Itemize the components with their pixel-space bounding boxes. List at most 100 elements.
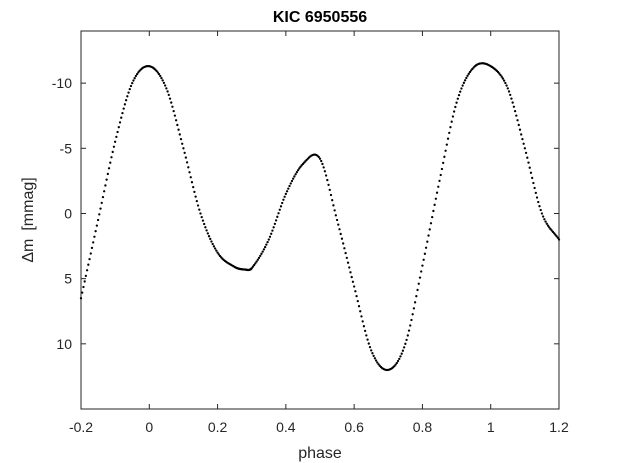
data-point xyxy=(199,212,202,215)
data-point xyxy=(134,74,138,78)
data-point xyxy=(339,232,342,236)
data-point xyxy=(288,184,291,188)
data-point xyxy=(506,87,509,90)
data-point xyxy=(283,195,286,198)
data-point xyxy=(368,346,372,349)
data-point xyxy=(532,181,535,185)
data-point xyxy=(406,334,409,337)
data-point xyxy=(434,197,437,200)
data-point xyxy=(350,275,353,279)
data-point xyxy=(294,173,297,176)
data-point xyxy=(85,269,89,272)
data-point xyxy=(209,237,212,241)
data-point xyxy=(176,123,179,127)
data-point xyxy=(531,176,534,180)
data-point xyxy=(256,258,259,261)
data-point xyxy=(363,329,367,333)
data-point xyxy=(340,237,344,240)
chart-title: KIC 6950556 xyxy=(273,9,367,26)
data-point xyxy=(189,176,192,179)
data-point xyxy=(115,135,118,139)
data-point xyxy=(416,288,419,292)
data-point xyxy=(132,79,135,82)
data-point xyxy=(84,274,88,278)
data-point xyxy=(374,359,378,362)
data-point xyxy=(289,182,292,185)
data-point xyxy=(81,291,84,294)
data-point xyxy=(285,190,289,193)
data-point xyxy=(526,156,529,159)
data-point xyxy=(263,245,267,249)
data-point xyxy=(423,252,427,255)
data-point xyxy=(539,208,542,212)
data-points xyxy=(79,62,561,372)
data-point xyxy=(106,172,109,176)
data-point xyxy=(95,224,98,227)
data-point xyxy=(129,84,133,88)
data-point xyxy=(357,305,361,308)
data-point xyxy=(407,329,411,332)
data-point xyxy=(520,133,523,136)
data-point xyxy=(321,162,324,166)
data-point xyxy=(290,179,294,183)
data-point xyxy=(207,235,211,238)
data-point xyxy=(370,349,373,352)
data-point xyxy=(516,119,519,122)
data-point xyxy=(524,151,528,155)
data-point xyxy=(546,224,550,227)
data-point xyxy=(499,73,502,77)
data-point xyxy=(317,155,320,159)
data-point xyxy=(510,97,513,100)
data-point xyxy=(253,263,256,267)
data-point xyxy=(529,171,533,174)
data-point xyxy=(173,114,177,117)
data-point xyxy=(203,222,206,226)
data-point xyxy=(371,352,374,355)
data-point xyxy=(351,280,355,283)
data-point xyxy=(521,137,524,141)
data-point xyxy=(277,212,280,215)
data-point xyxy=(296,169,300,172)
data-point xyxy=(500,75,503,78)
data-point xyxy=(111,150,114,154)
data-point xyxy=(204,226,207,229)
plot-area-frame xyxy=(80,30,560,410)
data-point xyxy=(352,285,356,288)
data-point xyxy=(267,238,270,241)
data-point xyxy=(98,213,101,216)
data-point xyxy=(398,357,401,361)
data-point xyxy=(395,361,398,365)
data-point xyxy=(131,81,134,85)
data-point xyxy=(445,143,448,146)
data-point xyxy=(399,355,402,358)
data-point xyxy=(362,325,366,328)
data-point xyxy=(172,109,175,113)
data-point xyxy=(104,184,107,187)
data-point xyxy=(454,105,457,109)
data-point xyxy=(366,338,369,341)
data-point xyxy=(444,149,447,152)
data-point xyxy=(433,203,436,206)
data-point xyxy=(174,119,178,122)
data-point xyxy=(284,192,288,196)
data-point xyxy=(345,256,348,260)
data-point xyxy=(438,179,441,183)
data-point xyxy=(507,90,511,93)
data-point xyxy=(413,301,417,304)
data-point xyxy=(216,251,219,254)
data-point xyxy=(523,147,527,150)
data-point xyxy=(543,218,546,221)
data-point xyxy=(278,208,281,211)
data-point xyxy=(187,166,190,169)
x-tick-label: -0.2 xyxy=(69,419,93,435)
data-point xyxy=(411,313,414,316)
data-point xyxy=(527,161,530,164)
data-point xyxy=(356,299,359,303)
data-point xyxy=(415,295,418,298)
data-point xyxy=(88,257,91,261)
data-point xyxy=(409,324,412,327)
data-point xyxy=(92,241,95,244)
data-point xyxy=(354,290,357,293)
data-point xyxy=(461,84,464,87)
